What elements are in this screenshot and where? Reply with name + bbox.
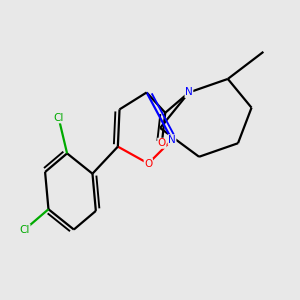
Text: Cl: Cl <box>20 224 30 235</box>
Text: N: N <box>168 135 176 145</box>
Text: O: O <box>158 138 166 148</box>
Text: Cl: Cl <box>53 113 64 123</box>
Text: N: N <box>185 88 193 98</box>
Text: O: O <box>144 158 152 169</box>
